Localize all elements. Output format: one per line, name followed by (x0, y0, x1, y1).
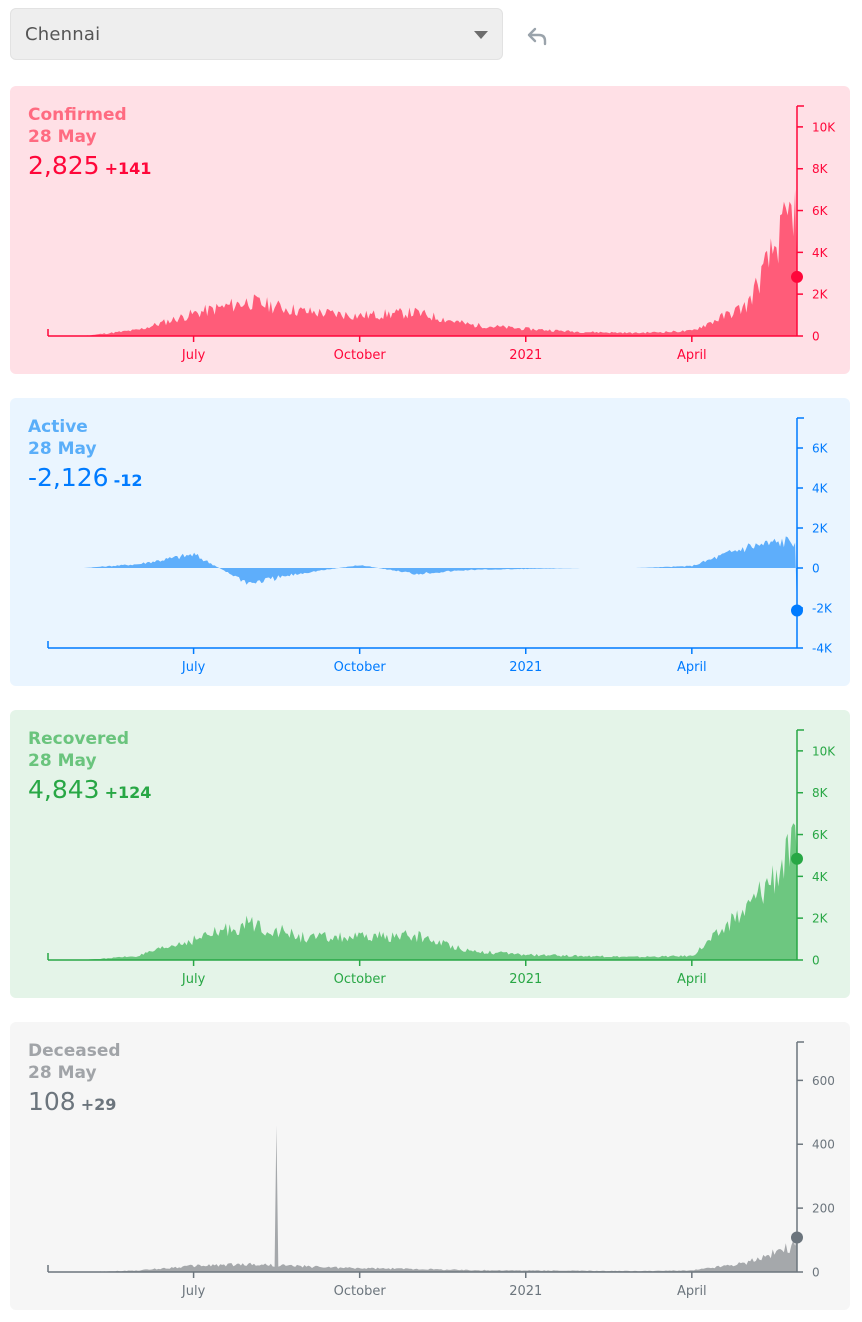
y-tick-label: 200 (812, 1202, 835, 1216)
panel-date: 28 May (28, 1063, 97, 1083)
filter-bar: Chennai (10, 8, 850, 62)
active-chart: July October 2021 April -4K -2K 0 2K 4K 6K (47, 417, 833, 675)
y-tick-label: 600 (812, 1074, 835, 1088)
panel-value-line: -2,126 -12 (28, 462, 143, 497)
x-tick-label: July (181, 972, 206, 987)
y-tick-label: 2K (812, 288, 829, 302)
panel-value: -2,126 (28, 463, 109, 492)
y-tick-label: 10K (812, 120, 836, 134)
x-tick-label: 2021 (509, 1284, 542, 1299)
deceased-chart: July October 2021 April 0 200 400 600 (47, 1041, 835, 1299)
confirmed-panel: July October 2021 April 0 2K 4K 6K 8K 10K Confirm… (10, 86, 850, 374)
y-tick-label: 0 (812, 562, 820, 576)
region-select[interactable]: Chennai (10, 8, 503, 60)
x-tick-label: April (677, 972, 707, 987)
panel-date: 28 May (28, 751, 97, 771)
panel-delta: +29 (80, 1095, 117, 1114)
y-tick-label: 0 (812, 330, 820, 344)
latest-point-marker (791, 270, 803, 283)
panel-delta: +124 (104, 783, 152, 802)
active-panel: July October 2021 April -4K -2K 0 2K 4K 6K Active… (10, 398, 850, 686)
x-tick-label: October (334, 348, 387, 363)
panel-delta: -12 (113, 471, 143, 490)
area-series (48, 1125, 797, 1272)
x-tick-label: October (334, 660, 387, 675)
y-tick-label: 6K (812, 204, 829, 218)
recovered-chart: July October 2021 April 0 2K 4K 6K 8K 10K (47, 729, 836, 987)
y-tick-label: 4K (812, 482, 829, 496)
panel-value-line: 4,843 +124 (28, 774, 151, 809)
panel-value: 4,843 (28, 775, 100, 804)
panel-value: 2,825 (28, 151, 100, 180)
y-tick-label: 4K (812, 870, 829, 884)
x-tick-label: July (181, 1284, 206, 1299)
x-tick-label: 2021 (509, 660, 542, 675)
panel-title: Confirmed (28, 105, 127, 125)
panel-title: Active (28, 417, 88, 437)
x-tick-label: July (181, 660, 206, 675)
deceased-panel: July October 2021 April 0 200 400 600 Deceased … (10, 1022, 850, 1310)
y-tick-label: 8K (812, 786, 829, 800)
panel-value-line: 108 +29 (28, 1086, 116, 1121)
x-tick-label: April (677, 1284, 707, 1299)
x-tick-label: October (334, 972, 387, 987)
latest-point-marker (791, 852, 803, 865)
y-tick-label: 0 (812, 954, 820, 968)
y-tick-label: 0 (812, 1266, 820, 1280)
y-tick-label: 2K (812, 912, 829, 926)
latest-point-marker (791, 1231, 803, 1244)
panel-value: 108 (28, 1087, 76, 1116)
y-tick-label: 6K (812, 828, 829, 842)
x-tick-label: April (677, 348, 707, 363)
x-tick-label: 2021 (509, 972, 542, 987)
x-tick-label: April (677, 660, 707, 675)
y-tick-label: -4K (812, 642, 833, 656)
area-series (48, 823, 797, 960)
y-tick-label: 8K (812, 162, 829, 176)
x-tick-label: July (181, 348, 206, 363)
panel-delta: +141 (104, 159, 152, 178)
y-tick-label: 4K (812, 246, 829, 260)
y-tick-label: 2K (812, 522, 829, 536)
region-select-value: Chennai (25, 23, 101, 45)
y-tick-label: 6K (812, 442, 829, 456)
confirmed-chart: July October 2021 April 0 2K 4K 6K 8K 10K (47, 105, 836, 363)
x-tick-label: 2021 (509, 348, 542, 363)
panel-title: Recovered (28, 729, 130, 749)
y-tick-label: 10K (812, 744, 836, 758)
latest-point-marker (791, 604, 803, 617)
panel-title: Deceased (28, 1041, 121, 1061)
panel-date: 28 May (28, 127, 97, 147)
recovered-panel: July October 2021 April 0 2K 4K 6K 8K 10K Recover… (10, 710, 850, 998)
panel-date: 28 May (28, 439, 97, 459)
undo-icon[interactable] (522, 22, 550, 50)
caret-down-icon (474, 31, 488, 39)
x-tick-label: October (334, 1284, 387, 1299)
y-tick-label: 400 (812, 1138, 835, 1152)
area-series (48, 536, 797, 611)
panel-value-line: 2,825 +141 (28, 150, 151, 185)
y-tick-label: -2K (812, 602, 833, 616)
area-series (48, 189, 797, 336)
